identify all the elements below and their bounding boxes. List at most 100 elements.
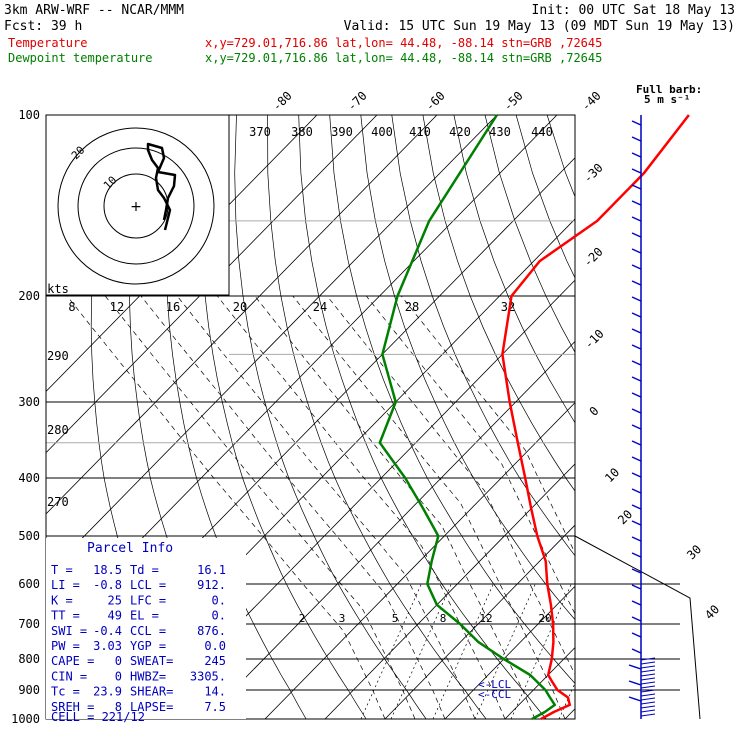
right-temp-label: -20: [581, 245, 606, 270]
wind-barb: [631, 536, 642, 542]
mixing-ratio-line: [510, 583, 572, 719]
speed-scale-label: 32: [501, 300, 515, 314]
isotherm: [264, 402, 575, 719]
speed-scale-label: 24: [313, 300, 327, 314]
dry-adiabat: [640, 115, 740, 719]
hodograph-inset: 10 20 +: [45, 114, 230, 296]
wind-barb: [631, 344, 642, 350]
wind-barb: [628, 696, 642, 702]
moist-adiabat: [366, 295, 575, 615]
wind-barb: [631, 280, 642, 286]
mixing-ratio-label: 12: [479, 612, 492, 625]
wind-barb-legend: Full barb:: [636, 83, 702, 96]
wind-barb: [640, 705, 656, 709]
wind-barb: [640, 701, 656, 705]
theta-side-label: 290: [47, 349, 69, 363]
wind-barb: [631, 216, 642, 222]
wind-barb: [640, 689, 656, 693]
parcel-info-box: [46, 538, 246, 719]
wind-barb: [631, 120, 642, 126]
parcel-row-label: HWBZ=: [130, 669, 166, 683]
parcel-row-label: Td =: [130, 563, 159, 577]
parcel-row-label: SWEAT=: [130, 654, 173, 668]
header-valid: Valid: 15 UTC Sun 19 May 13 (09 MDT Sun …: [344, 19, 735, 34]
wind-barb: [631, 360, 642, 366]
wind-barb: [631, 504, 642, 510]
wind-barb: [628, 664, 642, 670]
parcel-row-value: 0: [115, 669, 122, 683]
legend-dewpoint-label: Dewpoint temperature: [8, 51, 153, 65]
mixing-ratio-line: [390, 583, 452, 719]
wind-barb: [640, 677, 656, 681]
parcel-row-value: 245: [204, 654, 226, 668]
wind-barb: [631, 312, 642, 318]
dry-adiabat: [515, 115, 575, 279]
wind-barb: [631, 520, 642, 526]
wind-barb: [628, 680, 642, 686]
parcel-row-value: 3305.: [190, 669, 226, 683]
parcel-row-value: 3.03: [93, 639, 122, 653]
right-temp-label: 30: [684, 542, 704, 562]
parcel-row-value: 876.: [197, 624, 226, 638]
parcel-row-label: CAPE =: [51, 654, 94, 668]
parcel-row-label: LCL =: [130, 578, 166, 592]
parcel-cell: CELL = 221/12: [51, 710, 145, 724]
legend-dewpoint-info: x,y=729.01,716.86 lat,lon= 44.48, -88.14…: [205, 51, 602, 65]
wind-barb: [640, 693, 656, 697]
wind-barb: [631, 200, 642, 206]
mixing-ratio-label: 2: [299, 612, 306, 625]
pressure-label-1000: 1000: [11, 712, 40, 726]
temperature-profile-line: [501, 114, 690, 721]
isotherm: [324, 463, 575, 719]
top-temp-label: -40: [579, 89, 604, 114]
moist-adiabat: [217, 295, 506, 719]
dry-adiabat: [671, 115, 740, 719]
theta-side-label: 270: [47, 495, 69, 509]
pressure-label-300: 300: [18, 395, 40, 409]
moist-adiabat: [292, 295, 566, 719]
parcel-info-rows: T = 18.5 Td = 16.1 LI = -0.8 LCL = 912. K = 25 LFC…: [51, 563, 226, 714]
parcel-row-value: 0.: [212, 593, 226, 607]
parcel-row-label: LAPSE=: [130, 700, 173, 714]
right-temp-label: -30: [581, 161, 606, 186]
wind-barb: [631, 648, 642, 654]
wind-barb: [631, 184, 642, 190]
wind-barb: [631, 248, 642, 254]
speed-scale-label: 20: [233, 300, 247, 314]
wind-barb: [631, 584, 642, 590]
parcel-row-label: LI =: [51, 578, 80, 592]
speed-scale-label: 28: [405, 300, 419, 314]
ccl-marker: <-CCL: [478, 688, 511, 701]
pressure-label-200: 200: [18, 289, 40, 303]
hodograph-frame: [45, 114, 230, 296]
right-temp-label: 10: [602, 465, 622, 485]
wind-barb: [631, 552, 642, 558]
axis-labels: -80 -70 -60 -50 -40 -30 -20 -10 0 10 20 30 40 370 380 3…: [47, 89, 722, 625]
wind-barb: [640, 665, 656, 669]
parcel-row-label: SWI =: [51, 624, 87, 638]
pressure-label-500: 500: [18, 529, 40, 543]
legend-temperature-info: x,y=729.01,716.86 lat,lon= 44.48, -88.14…: [205, 36, 602, 50]
parcel-row-label: YGP =: [130, 639, 166, 653]
right-temp-label: 0: [587, 404, 602, 419]
parcel-row-value: 0: [115, 654, 122, 668]
theta-label: 440: [531, 125, 553, 139]
parcel-row-label: CIN =: [51, 669, 87, 683]
wind-barb: [640, 713, 656, 717]
pressure-label-100: 100: [18, 108, 40, 122]
dry-adiabat: [578, 115, 740, 719]
pressure-label-800: 800: [18, 652, 40, 666]
right-temp-label: -10: [582, 327, 607, 352]
wind-barb: [631, 136, 642, 142]
mixing-ratio-label: 8: [440, 612, 447, 625]
header-model: 3km ARW-WRF -- NCAR/MMM: [4, 3, 184, 18]
top-temp-label: -60: [423, 89, 448, 114]
theta-label: 380: [291, 125, 313, 139]
parcel-row-value: 7.5: [204, 700, 226, 714]
parcel-row-value: -0.8: [93, 578, 122, 592]
parcel-row-value: 25: [108, 593, 122, 607]
parcel-row-value: 0.0: [204, 639, 226, 653]
legend-temperature-label: Temperature: [8, 36, 87, 50]
wind-barb: [631, 472, 642, 478]
